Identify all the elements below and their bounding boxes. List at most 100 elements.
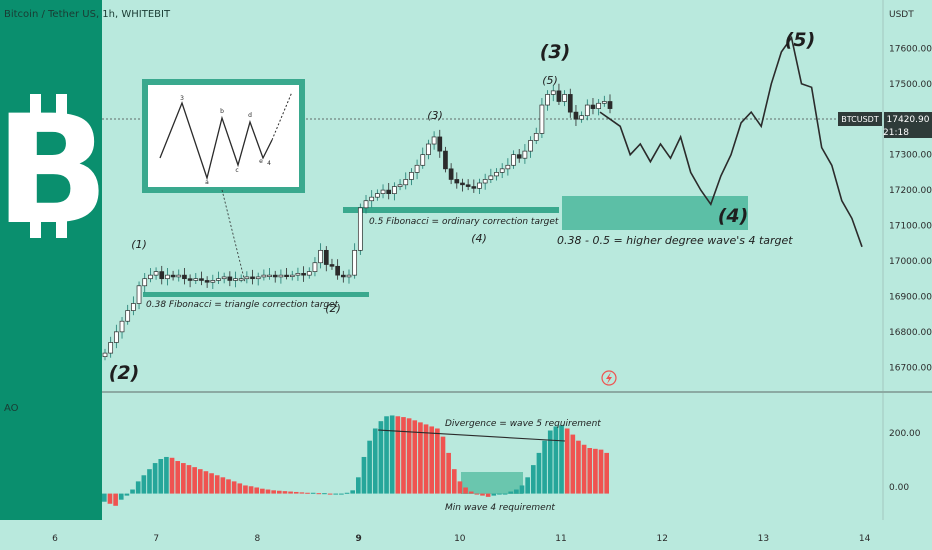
ao-bar [322, 493, 327, 495]
time-tick: 9 [355, 534, 361, 544]
candle [573, 105, 579, 126]
candle [556, 83, 562, 106]
ao-bar [107, 493, 113, 504]
candle [550, 85, 556, 102]
ao-bar [395, 416, 401, 494]
candle [216, 271, 221, 285]
candle [295, 267, 301, 281]
candle [221, 272, 227, 284]
ao-bar [124, 493, 130, 496]
candle [329, 258, 335, 270]
ao-bar [451, 469, 457, 494]
ao-bar [587, 448, 593, 494]
triangle-label-b: b [220, 108, 224, 115]
ao-bar [502, 493, 508, 495]
candle [465, 179, 471, 191]
min-wave4-note: Min wave 4 requirement [445, 503, 555, 513]
ao-bar [299, 492, 305, 494]
candle [284, 268, 289, 280]
lightning-event-icon[interactable] [601, 370, 617, 386]
ao-bar [243, 485, 248, 494]
triangle-label-4: 4 [267, 160, 271, 167]
candle [460, 178, 465, 192]
bitcoin-logo-icon: B [0, 84, 109, 258]
triangle-label-a: a [205, 179, 209, 186]
ao-bar [169, 457, 175, 494]
candle [443, 146, 448, 173]
candle [488, 168, 494, 184]
wave-label-big-2: (2) [109, 362, 140, 384]
price-tick: 17200.00 [889, 186, 932, 196]
ao-bar [446, 452, 451, 494]
ao-bar [288, 491, 293, 494]
candle [499, 163, 505, 179]
candle [108, 336, 114, 358]
candle [369, 190, 375, 208]
ao-bar [271, 490, 276, 494]
candle [420, 147, 426, 169]
wave-label-small-1: (1) [131, 238, 147, 251]
candle [567, 88, 573, 118]
candle [255, 272, 261, 286]
ao-bar [356, 477, 361, 494]
ao-bar [102, 493, 107, 502]
ao-bar [491, 493, 497, 496]
min-wave4-zone [461, 472, 523, 494]
time-tick: 14 [859, 534, 871, 544]
candle [482, 173, 488, 190]
candle [426, 139, 431, 160]
candle [579, 111, 584, 123]
ao-bar [141, 475, 147, 494]
ao-bar [604, 452, 609, 494]
time-tick: 12 [656, 534, 667, 544]
candle [505, 158, 511, 176]
time-tick: 6 [52, 534, 58, 544]
candle [528, 136, 533, 158]
ao-bar [542, 440, 547, 494]
ao-bar [508, 491, 514, 494]
candle [323, 246, 329, 272]
ao-tick-0: 0.00 [889, 483, 909, 493]
ao-bar [598, 449, 604, 494]
ao-bar [418, 422, 423, 494]
time-axis: 6 7 8 9 10 11 12 13 14 [52, 534, 870, 544]
ao-bar [147, 469, 152, 494]
time-tick: 11 [555, 534, 566, 544]
ao-bar [186, 465, 192, 494]
ao-bar [384, 416, 389, 494]
candle [584, 99, 590, 121]
ao-bar [214, 475, 220, 494]
projection-path [599, 35, 863, 248]
current-price-badge: BTCUSDT 17420.90 21:18 [838, 112, 932, 138]
candle [539, 97, 545, 139]
ao-bar [519, 485, 525, 494]
ao-bar [525, 477, 530, 494]
candle [193, 273, 199, 285]
ao-bar [152, 463, 158, 494]
ao-bar [164, 456, 169, 494]
candle [363, 195, 369, 214]
candle [187, 274, 193, 288]
ao-bar [344, 492, 350, 494]
candle [136, 281, 142, 310]
ao-bar [514, 489, 519, 494]
candle [335, 259, 340, 280]
triangle-inset: 3 a b c d e 4 [142, 79, 305, 193]
candle [533, 127, 539, 145]
ao-bar [181, 463, 186, 494]
candle [306, 267, 312, 279]
ao-bar [197, 469, 203, 494]
candle [113, 324, 119, 349]
ao-bar [305, 492, 310, 494]
candle [170, 270, 176, 281]
candle [176, 269, 182, 282]
candle [153, 267, 159, 280]
candle [272, 270, 278, 283]
candle [238, 274, 244, 283]
price-tick: 16800.00 [889, 328, 932, 338]
ao-bar [135, 481, 141, 494]
ao-bar [265, 489, 271, 494]
candle [233, 271, 238, 288]
candle [102, 348, 108, 361]
